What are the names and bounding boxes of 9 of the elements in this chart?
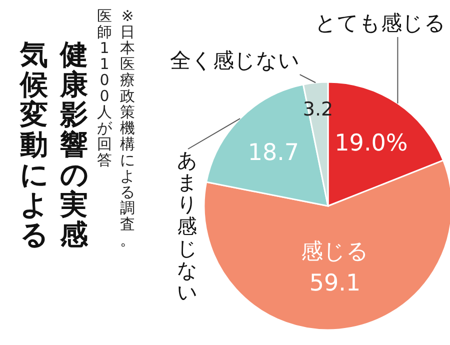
category-label: 感じる [301,240,369,265]
annotation: ※日本医療政策機構による調査。医師1100人が回答 [96,8,136,250]
value-label: 19.0% [334,130,408,156]
category-label: あまり感じない [176,149,198,303]
value-label: 59.1 [309,270,361,297]
title: 気候変動による健康影響の実感 [20,40,88,250]
value-label: 18.7 [248,140,300,166]
category-label: とても感じる [315,11,446,35]
category-label: 全く感じない [170,48,300,73]
